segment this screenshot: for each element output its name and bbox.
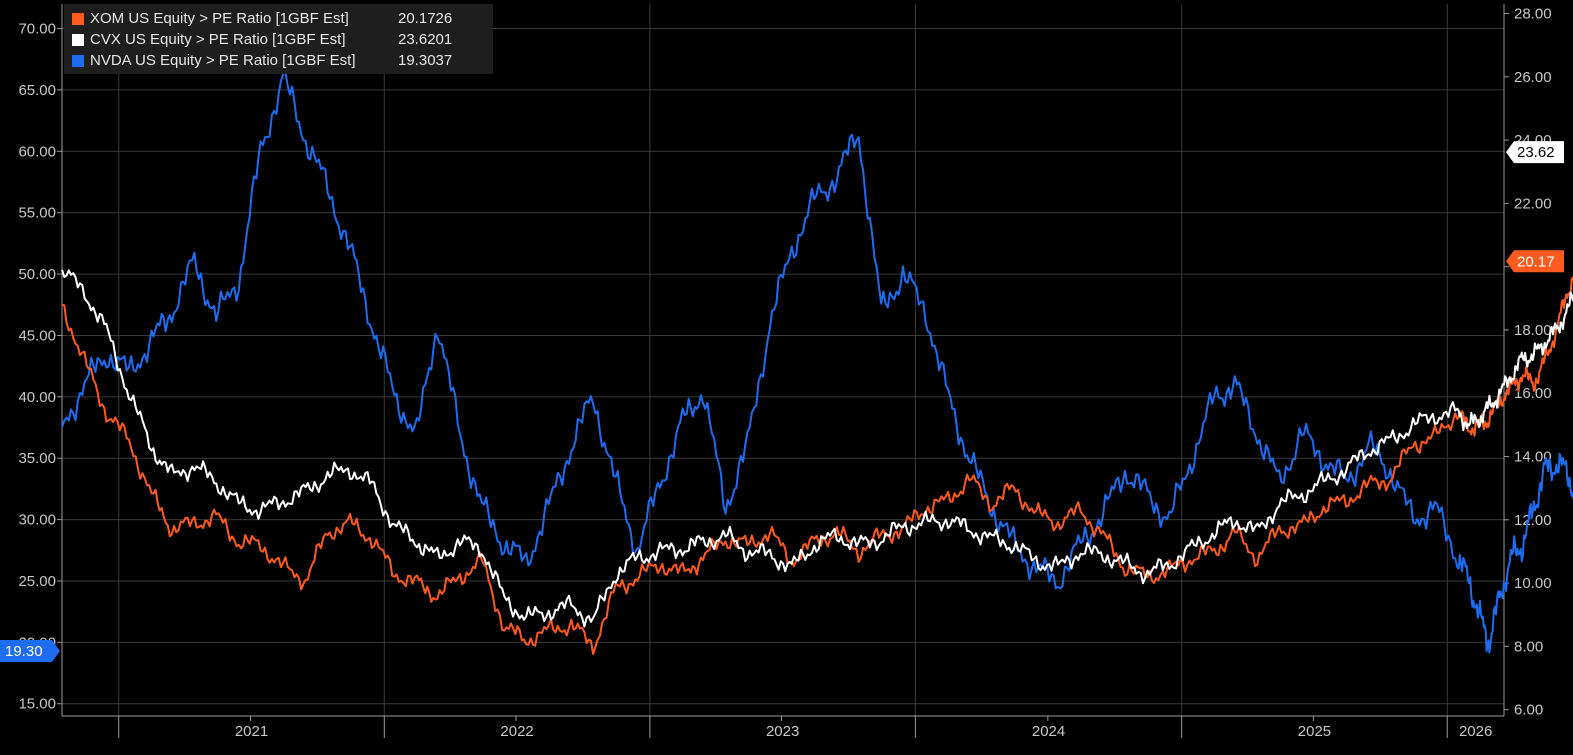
legend-item-cvx: CVX US Equity > PE Ratio [1GBF Est] 23.6… bbox=[64, 29, 493, 50]
legend-item-xom: XOM US Equity > PE Ratio [1GBF Est] 20.1… bbox=[64, 8, 493, 29]
y-right-tick-label: 26.00 bbox=[1514, 69, 1552, 86]
legend-label-cvx: CVX US Equity > PE Ratio [1GBF Est] bbox=[90, 31, 346, 48]
legend-value-cvx: 23.6201 bbox=[398, 31, 453, 48]
y-right-tick-label: 28.00 bbox=[1514, 5, 1552, 22]
y-left-tick-label: 65.00 bbox=[18, 82, 56, 99]
y-right-tick-label: 12.00 bbox=[1514, 512, 1552, 529]
legend-value-xom: 20.1726 bbox=[398, 10, 453, 27]
series-line-nvda bbox=[61, 70, 1573, 654]
y-right-tick-label: 6.00 bbox=[1514, 702, 1543, 719]
x-tick-label: 2025 bbox=[1298, 723, 1331, 740]
x-tick-label: 2021 bbox=[235, 723, 268, 740]
y-left-tick-label: 45.00 bbox=[18, 327, 56, 344]
end-value-labels: 20.17 23.62 19.30 bbox=[0, 141, 1564, 662]
series-line-cvx bbox=[61, 269, 1573, 628]
x-tick-label: 2023 bbox=[766, 723, 799, 740]
y-right-tick-label: 22.00 bbox=[1514, 195, 1552, 212]
legend: XOM US Equity > PE Ratio [1GBF Est] 20.1… bbox=[64, 4, 493, 74]
end-label-cvx-text: 23.62 bbox=[1517, 144, 1555, 161]
end-label-nvda-text: 19.30 bbox=[5, 643, 43, 660]
series-lines bbox=[61, 70, 1573, 655]
end-label-cvx-box bbox=[1506, 141, 1564, 164]
y-left-tick-label: 30.00 bbox=[18, 512, 56, 529]
y-left-tick-label: 35.00 bbox=[18, 450, 56, 467]
legend-label-nvda: NVDA US Equity > PE Ratio [1GBF Est] bbox=[90, 52, 356, 69]
y-left-tick-label: 70.00 bbox=[18, 21, 56, 38]
y-right-tick-label: 14.00 bbox=[1514, 449, 1552, 466]
y-left-tick-label: 25.00 bbox=[18, 573, 56, 590]
end-label-xom-box bbox=[1506, 250, 1564, 273]
y-right-tick-label: 10.00 bbox=[1514, 575, 1552, 592]
y-left-tick-label: 15.00 bbox=[18, 696, 56, 713]
y-left-tick-label: 50.00 bbox=[18, 266, 56, 283]
y-right-tick-label: 8.00 bbox=[1514, 638, 1543, 655]
legend-swatch-cvx bbox=[72, 33, 84, 46]
x-tick-label: 2022 bbox=[500, 723, 533, 740]
legend-swatch-xom bbox=[72, 12, 84, 25]
legend-item-nvda: NVDA US Equity > PE Ratio [1GBF Est] 19.… bbox=[64, 50, 493, 71]
y-right-tick-label: 18.00 bbox=[1514, 322, 1552, 339]
legend-label-xom: XOM US Equity > PE Ratio [1GBF Est] bbox=[90, 10, 349, 27]
y-left-tick-label: 55.00 bbox=[18, 205, 56, 222]
series-line-xom bbox=[61, 276, 1573, 655]
legend-value-nvda: 19.3037 bbox=[398, 52, 453, 69]
legend-swatch-nvda bbox=[72, 54, 84, 67]
y-left-tick-label: 60.00 bbox=[18, 143, 56, 160]
y-left-tick-label: 40.00 bbox=[18, 389, 56, 406]
end-label-nvda-box bbox=[0, 639, 60, 662]
end-label-xom-text: 20.17 bbox=[1517, 253, 1555, 270]
x-tick-label: 2024 bbox=[1032, 723, 1065, 740]
x-tick-label: 2026 bbox=[1459, 723, 1492, 740]
y-right-tick-label: 16.00 bbox=[1514, 385, 1552, 402]
